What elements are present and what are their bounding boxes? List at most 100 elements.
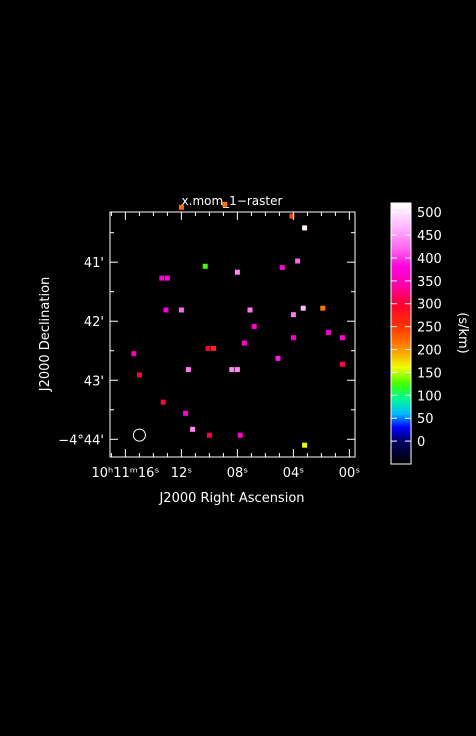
- colorbar-strip: [391, 225, 411, 227]
- colorbar-label: (s/km): [455, 312, 470, 354]
- x-tick-label: 00ˢ: [339, 466, 361, 481]
- colorbar-strip: [391, 273, 411, 275]
- colorbar-tick-label: 250: [417, 321, 442, 336]
- colorbar-strip: [391, 423, 411, 425]
- colorbar-strip: [391, 296, 411, 298]
- colorbar-strip: [391, 381, 411, 383]
- colorbar-strip: [391, 448, 411, 450]
- colorbar-strip: [391, 218, 411, 220]
- colorbar-strip: [391, 391, 411, 393]
- colorbar-strip: [391, 282, 411, 284]
- data-point: [164, 275, 170, 281]
- colorbar-strip: [391, 324, 411, 326]
- colorbar-strip: [391, 425, 411, 427]
- colorbar-strip: [391, 376, 411, 378]
- colorbar-strip: [391, 329, 411, 331]
- colorbar-strip: [391, 344, 411, 346]
- colorbar-strip: [391, 348, 411, 350]
- colorbar-strip: [391, 326, 411, 328]
- y-tick-label: 42': [84, 315, 104, 330]
- colorbar-strip: [391, 245, 411, 247]
- colorbar-strip: [391, 380, 411, 382]
- colorbar-strip: [391, 303, 411, 305]
- colorbar-strip: [391, 309, 411, 311]
- colorbar-strip: [391, 377, 411, 379]
- colorbar-strip: [391, 288, 411, 290]
- colorbar-strip: [391, 445, 411, 447]
- colorbar-tick-label: 100: [417, 389, 442, 404]
- colorbar-strip: [391, 275, 411, 277]
- colorbar-strip: [391, 363, 411, 365]
- colorbar-strip: [391, 386, 411, 388]
- colorbar-strip: [391, 267, 411, 269]
- colorbar-strip: [391, 226, 411, 228]
- colorbar-strip: [391, 355, 411, 357]
- colorbar-strip: [391, 293, 411, 295]
- data-point: [160, 399, 166, 405]
- colorbar-strip: [391, 384, 411, 386]
- colorbar-strip: [391, 446, 411, 448]
- colorbar-strip: [391, 458, 411, 460]
- data-points: [131, 201, 345, 448]
- colorbar-gradient: [391, 203, 411, 465]
- colorbar-strip: [391, 387, 411, 389]
- data-point: [183, 410, 189, 416]
- data-point: [339, 335, 345, 341]
- colorbar-strip: [391, 343, 411, 345]
- colorbar-strip: [391, 272, 411, 274]
- colorbar-strip: [391, 258, 411, 260]
- colorbar-strip: [391, 248, 411, 250]
- colorbar-strip: [391, 283, 411, 285]
- colorbar-strip: [391, 334, 411, 336]
- colorbar-strip: [391, 460, 411, 462]
- colorbar-strip: [391, 232, 411, 234]
- colorbar-strip: [391, 246, 411, 248]
- colorbar-tick-label: 300: [417, 298, 442, 313]
- colorbar-strip: [391, 271, 411, 273]
- colorbar-strip: [391, 390, 411, 392]
- colorbar-strip: [391, 228, 411, 230]
- data-point: [205, 345, 211, 351]
- data-point: [302, 442, 308, 448]
- colorbar-strip: [391, 427, 411, 429]
- data-point: [241, 340, 247, 346]
- colorbar-strip: [391, 214, 411, 216]
- colorbar-strip: [391, 221, 411, 223]
- colorbar-strip: [391, 372, 411, 374]
- colorbar-strip: [391, 349, 411, 351]
- colorbar-strip: [391, 452, 411, 454]
- colorbar-frame: [390, 202, 412, 465]
- colorbar-strip: [391, 426, 411, 428]
- colorbar-strip: [391, 205, 411, 207]
- colorbar-strip: [391, 374, 411, 376]
- x-tick-label: 04ˢ: [283, 466, 305, 481]
- colorbar-strip: [391, 439, 411, 441]
- colorbar-strip: [391, 342, 411, 344]
- colorbar-strip: [391, 299, 411, 301]
- colorbar-strip: [391, 453, 411, 455]
- colorbar-strip: [391, 444, 411, 446]
- colorbar-strip: [391, 204, 411, 206]
- colorbar-strip: [391, 255, 411, 257]
- colorbar-strip: [391, 319, 411, 321]
- colorbar-strip: [391, 298, 411, 300]
- colorbar-strip: [391, 259, 411, 261]
- colorbar-strip: [391, 398, 411, 400]
- colorbar-strip: [391, 219, 411, 221]
- colorbar-strip: [391, 421, 411, 423]
- colorbar-strip: [391, 370, 411, 372]
- data-point: [295, 258, 301, 264]
- data-point: [185, 367, 191, 373]
- data-point: [290, 335, 296, 341]
- colorbar-strip: [391, 285, 411, 287]
- colorbar-strip: [391, 312, 411, 314]
- colorbar-strip: [391, 261, 411, 263]
- colorbar-strip: [391, 323, 411, 325]
- colorbar-tick-label: 0: [417, 435, 425, 450]
- colorbar-strip: [391, 315, 411, 317]
- data-point: [339, 361, 345, 367]
- colorbar-strip: [391, 451, 411, 453]
- colorbar-strip: [391, 240, 411, 242]
- colorbar-strip: [391, 358, 411, 360]
- colorbar-strip: [391, 354, 411, 356]
